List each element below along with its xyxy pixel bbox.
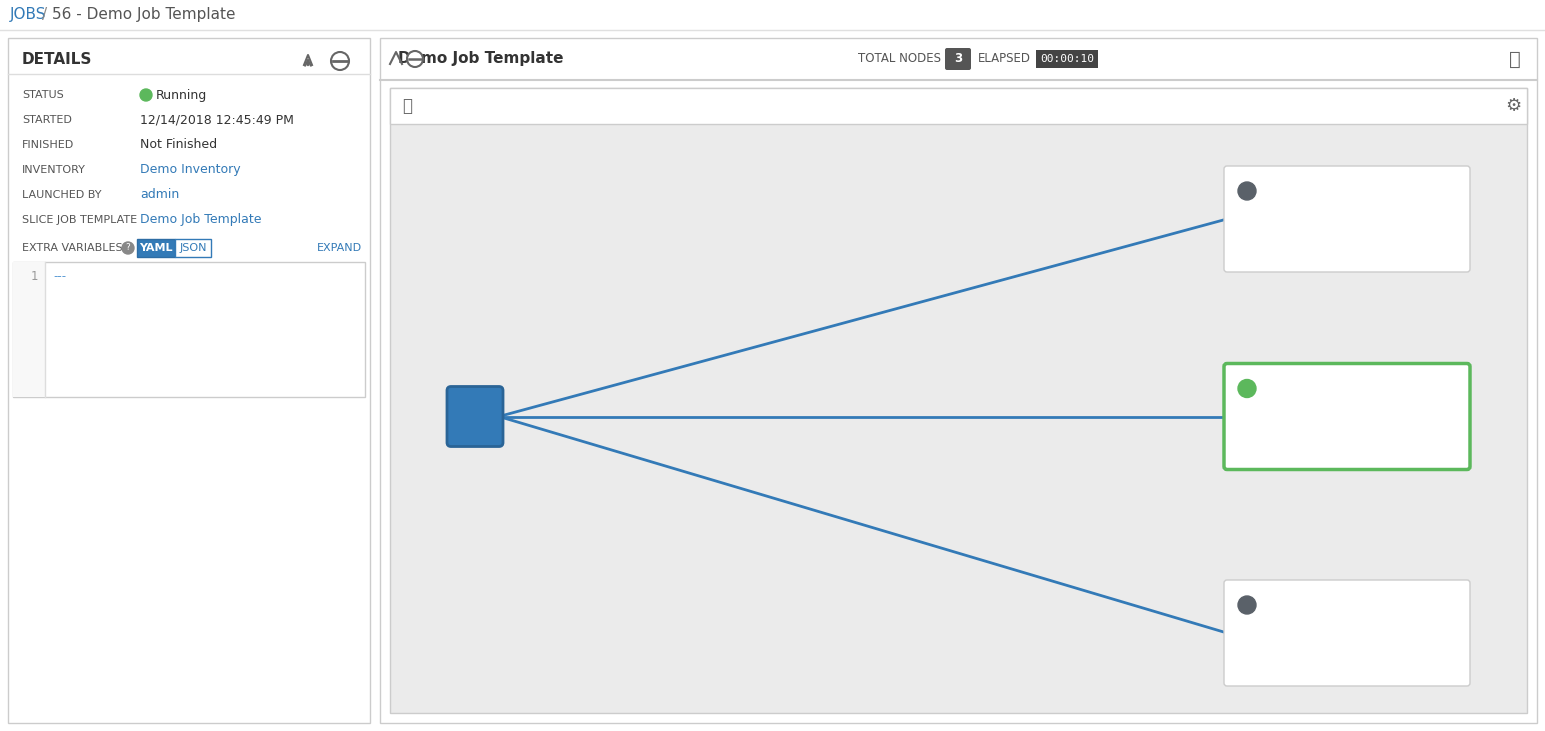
Text: ---: ---	[53, 270, 66, 284]
Circle shape	[331, 52, 349, 70]
Bar	[0, 0, 1545, 30]
Text: ⚙: ⚙	[1505, 97, 1522, 115]
Circle shape	[1238, 182, 1256, 200]
Bar	[380, 38, 1537, 723]
Text: admin: admin	[141, 189, 179, 202]
Text: DETAILS: DETAILS	[1398, 244, 1455, 257]
Bar	[1037, 50, 1098, 68]
Circle shape	[141, 89, 151, 101]
FancyBboxPatch shape	[1224, 166, 1469, 272]
Text: YAML: YAML	[139, 243, 173, 253]
Text: 1: 1	[31, 270, 39, 284]
Text: 00:00:10: 00:00:10	[1040, 54, 1094, 64]
Text: FINISHED: FINISHED	[22, 140, 74, 150]
Text: EXPAND: EXPAND	[317, 243, 362, 253]
Text: STARTED: STARTED	[22, 115, 73, 125]
Text: JOBS: JOBS	[9, 7, 46, 23]
Bar	[12, 262, 365, 397]
Text: Running: Running	[156, 88, 207, 102]
Text: 56 - Demo Job Template: 56 - Demo Job Template	[53, 7, 235, 23]
FancyBboxPatch shape	[946, 48, 970, 70]
Text: 3: 3	[953, 53, 963, 66]
Text: 12/14/2018 12:45:49 PM: 12/14/2018 12:45:49 PM	[141, 113, 294, 126]
Text: ELAPSED: ELAPSED	[978, 53, 1031, 66]
Text: INVENTORY: INVENTORY	[22, 165, 87, 175]
Circle shape	[1238, 379, 1256, 398]
Bar	[12, 262, 45, 397]
Text: TOTAL NODES: TOTAL NODES	[857, 53, 941, 66]
Text: Demo Inventory: Demo Inventory	[141, 164, 241, 176]
Text: ?: ?	[125, 243, 130, 252]
Circle shape	[122, 242, 134, 254]
Text: Demo Job Template: Demo Job Template	[141, 213, 261, 227]
Text: EXTRA VARIABLES: EXTRA VARIABLES	[22, 243, 122, 253]
Text: DETAILS: DETAILS	[1398, 442, 1455, 455]
Bar	[138, 239, 175, 257]
Text: DETAILS: DETAILS	[1398, 659, 1455, 672]
Text: Demo Job Template: Demo Job Template	[1261, 183, 1403, 199]
Text: DETAILS: DETAILS	[22, 53, 93, 67]
Bar	[8, 38, 369, 723]
Circle shape	[1238, 596, 1256, 614]
Text: /: /	[42, 7, 48, 23]
Bar	[389, 88, 1526, 124]
Bar	[389, 88, 1526, 713]
Text: Demo Job Template: Demo Job Template	[1261, 381, 1403, 396]
Text: Demo Job Template: Demo Job Template	[1261, 597, 1403, 613]
Text: LAUNCHED BY: LAUNCHED BY	[22, 190, 102, 200]
Text: STATUS: STATUS	[22, 90, 63, 100]
Circle shape	[406, 51, 423, 67]
Bar	[175, 239, 212, 257]
FancyBboxPatch shape	[1224, 363, 1469, 469]
FancyBboxPatch shape	[447, 387, 504, 447]
Text: JSON: JSON	[179, 243, 207, 253]
FancyBboxPatch shape	[1224, 580, 1469, 686]
Text: SLICE JOB TEMPLATE: SLICE JOB TEMPLATE	[22, 215, 138, 225]
Text: ⦿: ⦿	[402, 97, 413, 115]
Text: ⤢: ⤢	[1509, 50, 1520, 69]
Text: Demo Job Template: Demo Job Template	[399, 51, 564, 67]
Text: Not Finished: Not Finished	[141, 138, 218, 151]
